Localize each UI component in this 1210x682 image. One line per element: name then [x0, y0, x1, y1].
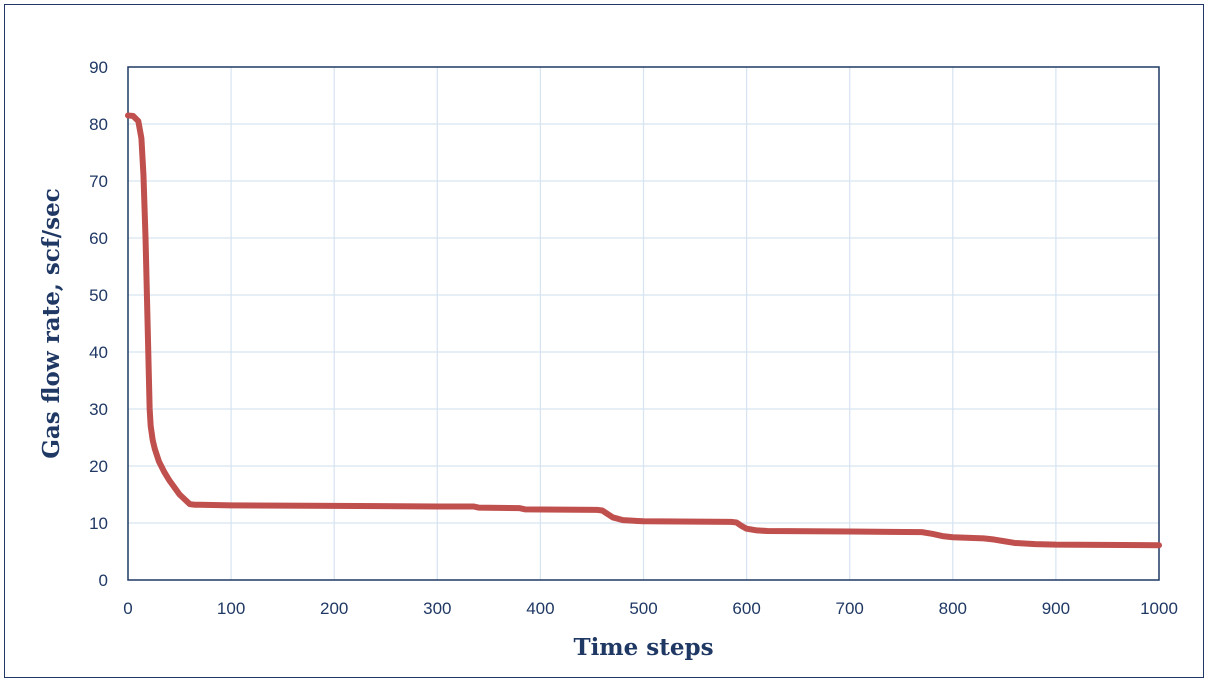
plot-area-border — [127, 66, 1160, 581]
x-tick-label: 0 — [123, 599, 132, 618]
y-tick-label: 80 — [89, 115, 108, 134]
series-layer — [125, 112, 1162, 549]
y-tick-label: 20 — [89, 457, 108, 476]
y-tick-label: 70 — [89, 172, 108, 191]
grid-lines — [128, 67, 1159, 580]
chart-frame: 0 100 200 300 400 500 600 700 800 900 1000 0 10 20 30 4… — [4, 4, 1204, 678]
y-tick-label: 10 — [89, 514, 108, 533]
x-tick-label: 800 — [939, 599, 967, 618]
x-tick-label: 1000 — [1140, 599, 1178, 618]
x-tick-label: 600 — [732, 599, 760, 618]
y-tick-label: 50 — [89, 286, 108, 305]
x-axis-title: Time steps — [573, 634, 713, 661]
x-tick-label: 300 — [423, 599, 451, 618]
tick-labels: 0 100 200 300 400 500 600 700 800 900 1000 0 10 20 30 4… — [89, 58, 1178, 618]
y-tick-label: 60 — [89, 229, 108, 248]
x-tick-label: 900 — [1042, 599, 1070, 618]
line-chart: 0 100 200 300 400 500 600 700 800 900 1000 0 10 20 30 4… — [38, 58, 1178, 661]
y-tick-label: 0 — [99, 571, 108, 590]
x-tick-label: 100 — [217, 599, 245, 618]
y-tick-label: 90 — [89, 58, 108, 77]
x-tick-label: 500 — [629, 599, 657, 618]
y-tick-label: 40 — [89, 343, 108, 362]
x-tick-label: 400 — [526, 599, 554, 618]
x-tick-label: 200 — [320, 599, 348, 618]
y-axis-title: Gas flow rate, scf/sec — [38, 188, 65, 459]
y-tick-label: 30 — [89, 400, 108, 419]
x-tick-label: 700 — [836, 599, 864, 618]
series-line — [125, 112, 1162, 549]
